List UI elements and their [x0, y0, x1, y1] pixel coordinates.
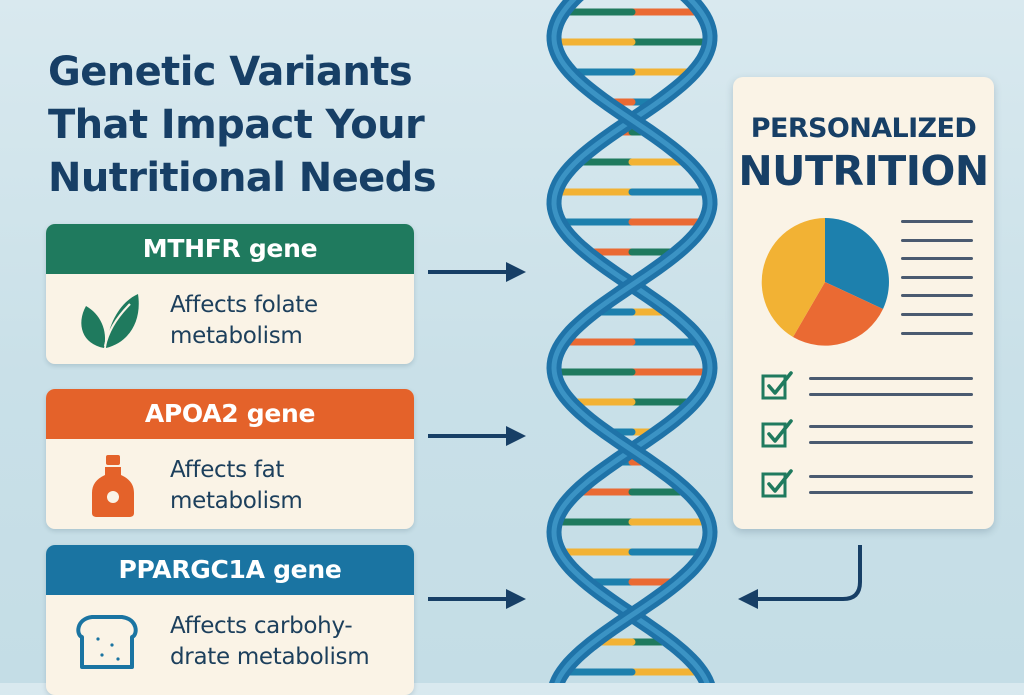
- dna-strand-highlight: [551, 0, 713, 683]
- gene-desc-line: Affects carbohy-: [170, 613, 353, 639]
- dna-strand-highlight: [551, 0, 713, 683]
- dna-helix: [546, 0, 718, 683]
- gene-name-ppargc1a: PPARGC1A gene: [46, 545, 414, 595]
- title-line-1: Genetic Variants: [48, 49, 413, 95]
- gene-desc-line: metabolism: [170, 488, 303, 514]
- gene-card-apoa2: APOA2 gene Affects fat metabolism: [46, 389, 414, 529]
- checkbox-checked-icon: [761, 469, 793, 498]
- arrow-apoa2-to-dna: [428, 426, 526, 446]
- gene-desc-mthfr: Affects folate metabolism: [170, 290, 318, 352]
- checkbox-checked-icon: [761, 371, 793, 400]
- page-title: Genetic Variants That Impact Your Nutrit…: [48, 46, 488, 205]
- title-line-3: Nutritional Needs: [48, 155, 437, 201]
- checklist-item: [761, 418, 976, 452]
- leaf-icon: [81, 294, 139, 348]
- title-line-2: That Impact Your: [48, 102, 425, 148]
- gene-desc-ppargc1a: Affects carbohy- drate metabolism: [170, 611, 370, 673]
- report-title-line-2: NUTRITION: [738, 147, 989, 195]
- report-text-lines: [901, 220, 973, 350]
- gene-name-apoa2: APOA2 gene: [46, 389, 414, 439]
- oil-bottle-icon: [92, 455, 134, 517]
- gene-card-mthfr: MTHFR gene Affects folate metabolism: [46, 224, 414, 364]
- gene-desc-apoa2: Affects fat metabolism: [170, 455, 303, 517]
- checklist-item: [761, 370, 976, 404]
- arrow-mthfr-to-dna: [428, 262, 526, 282]
- gene-desc-line: Affects fat: [170, 457, 285, 483]
- gene-name-mthfr: MTHFR gene: [46, 224, 414, 274]
- arrow-ppargc1a-to-dna: [428, 589, 526, 609]
- pie-chart-icon: [761, 218, 889, 346]
- checklist-item: [761, 468, 976, 502]
- nutrition-report-card: PERSONALIZED NUTRITION: [733, 77, 994, 529]
- arrow-report-to-dna: [738, 545, 862, 609]
- checkbox-checked-icon: [761, 419, 793, 448]
- dna-rungs: [550, 8, 714, 676]
- gene-desc-line: metabolism: [170, 323, 303, 349]
- bread-icon: [76, 615, 138, 669]
- gene-desc-line: drate metabolism: [170, 644, 370, 670]
- report-title-line-1: PERSONALIZED: [750, 113, 977, 144]
- gene-desc-line: Affects folate: [170, 292, 318, 318]
- gene-card-ppargc1a: PPARGC1A gene Affects carbohy- drate met…: [46, 545, 414, 695]
